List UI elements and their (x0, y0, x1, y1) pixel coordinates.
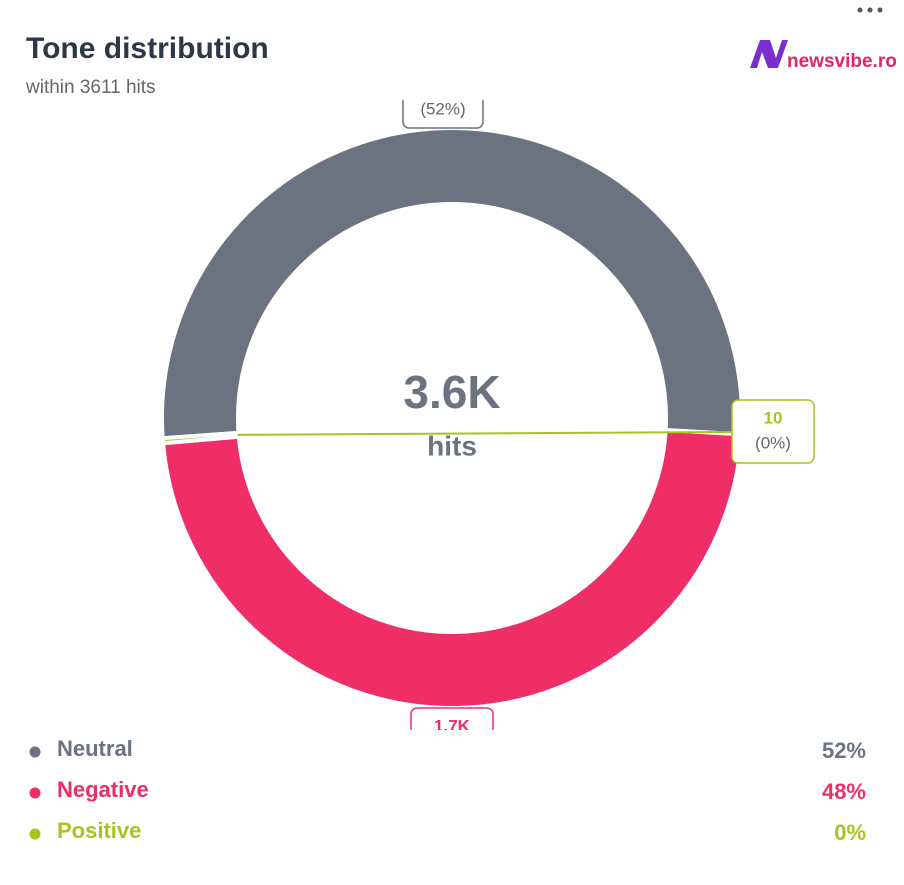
dot (857, 7, 863, 13)
donut-slice (160, 427, 744, 710)
slice-label-box (402, 100, 484, 129)
slice-label-percent: (52%) (420, 99, 465, 118)
dot (877, 7, 883, 13)
legend-dot (29, 828, 41, 840)
donut-slice (160, 126, 744, 441)
legend-label: Negative (57, 777, 149, 802)
legend-percent: 48% (822, 779, 866, 804)
legend-percent: 0% (834, 820, 866, 845)
center-label: hits (427, 430, 477, 461)
brand-name: newsvibe.ro (787, 51, 897, 72)
legend-dot (29, 746, 41, 758)
center-value: 3.6K (403, 366, 500, 418)
donut-slice (160, 430, 241, 446)
legend: Neutral 52% Negative 48% Positive 0% (29, 736, 866, 845)
slice-label-box (410, 707, 494, 730)
legend-dot (29, 787, 41, 799)
dot (867, 7, 873, 13)
legend-label: Neutral (57, 736, 133, 761)
slice-label-box (731, 399, 815, 464)
slice-label-count: 10 (764, 408, 783, 427)
slice-label-count: 1.7K (434, 716, 471, 735)
menu-dots[interactable] (857, 7, 883, 13)
leader-line (237, 431, 733, 436)
legend-label: Positive (57, 818, 141, 843)
chart-subtitle: within 3611 hits (25, 77, 156, 98)
brand-logo (750, 40, 788, 68)
legend-percent: 52% (822, 738, 866, 763)
plot-area: (52%) 1.7K 10 (0%) (160, 99, 815, 735)
slice-label-percent: (0%) (755, 433, 791, 452)
chart-title: Tone distribution (26, 32, 269, 65)
